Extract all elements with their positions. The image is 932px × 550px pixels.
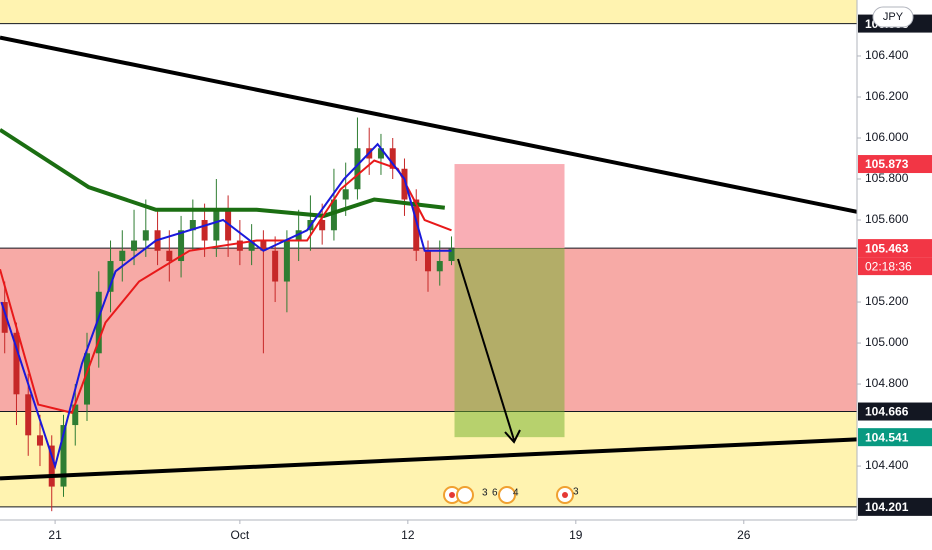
candle-body: [319, 220, 326, 231]
candle-body: [25, 394, 32, 436]
candle-body: [295, 230, 302, 241]
y-tick-label: 105.800: [865, 171, 909, 185]
price-tag-label: 104.666: [865, 405, 909, 419]
target-zone: [454, 248, 565, 438]
candle-body: [389, 148, 396, 169]
candle-body: [84, 353, 91, 405]
candle-body: [236, 240, 243, 251]
candle-body: [424, 250, 431, 272]
y-tick-label: 105.600: [865, 212, 909, 226]
countdown-tag: [858, 257, 932, 276]
candle-body: [131, 240, 138, 251]
candle-body: [1, 302, 8, 333]
candle-body: [189, 220, 196, 231]
line-series: [0, 35, 858, 214]
price-tag-label: 104.201: [865, 500, 909, 514]
x-tick-label: Oct: [231, 528, 250, 542]
candle-body: [330, 199, 337, 231]
candle-body: [342, 189, 349, 200]
events: 3 6 4 3: [443, 486, 579, 504]
y-tick-label: 106.200: [865, 89, 909, 103]
event-count: 3: [482, 488, 488, 499]
price-tag-label: 105.873: [865, 157, 909, 171]
stop-zone: [454, 164, 565, 249]
zone-top: [0, 0, 857, 24]
arrow-head: [504, 429, 521, 444]
candle-body: [48, 445, 55, 487]
plot: [0, 35, 858, 512]
candle-body: [283, 240, 290, 282]
y-tick-label: 105.000: [865, 335, 909, 349]
currency: JPY: [883, 11, 904, 23]
candle-body: [448, 248, 455, 262]
candle-body: [401, 168, 408, 200]
candle-body: [377, 148, 384, 159]
candle-body: [119, 250, 126, 262]
candle-body: [107, 261, 114, 292]
candle-body: [166, 250, 173, 262]
arrow: [457, 258, 515, 441]
event-count: 6: [492, 488, 498, 499]
price-tag: [858, 428, 932, 447]
y-tick-label: 104.800: [865, 376, 909, 390]
candle-body: [213, 209, 220, 241]
line-series: [0, 437, 858, 481]
price-tag: [858, 239, 932, 258]
event-icon[interactable]: [498, 486, 516, 504]
zone-red: [0, 248, 857, 412]
candle-body: [72, 404, 79, 426]
price-tag: [858, 497, 932, 516]
currency-badge[interactable]: [872, 6, 914, 28]
x-tick-label: 26: [737, 528, 751, 542]
candle-body: [272, 250, 279, 282]
price-tag-label: 104.541: [865, 430, 909, 444]
candle-body: [178, 230, 185, 262]
event-count: 4: [513, 488, 519, 499]
candle-body: [142, 230, 149, 241]
candle-body: [436, 261, 443, 272]
candle-body: [354, 148, 361, 190]
candle-body: [225, 209, 232, 241]
y-tick-label: 106.400: [865, 48, 909, 62]
event-icon[interactable]: [456, 486, 474, 504]
candle-body: [201, 220, 208, 241]
candle-body: [260, 240, 267, 251]
line-series: [0, 142, 452, 470]
candle-body: [248, 240, 255, 251]
x-tick-label: 21: [48, 528, 62, 542]
countdown: 02:18:36: [865, 259, 912, 273]
price-tag-label: 105.463: [865, 241, 909, 255]
y-tick-label: 106.000: [865, 130, 909, 144]
line-series: [0, 128, 446, 218]
y-tick-label: 104.400: [865, 458, 909, 472]
event-flag: [449, 492, 455, 498]
x-tick-label: 19: [569, 528, 583, 542]
event-count: 3: [573, 487, 579, 498]
candle-body: [95, 291, 102, 354]
candle-body: [36, 435, 43, 446]
candle-body: [413, 199, 420, 251]
price-tag: [858, 402, 932, 421]
time-axis: [0, 520, 857, 550]
event-flag: [562, 492, 568, 498]
candle-body: [13, 332, 20, 395]
background: [0, 0, 857, 508]
y-tick-label: 105.200: [865, 294, 909, 308]
x-tick-label: 12: [401, 528, 415, 542]
candle-body: [60, 425, 67, 487]
price-tag: [858, 155, 932, 174]
